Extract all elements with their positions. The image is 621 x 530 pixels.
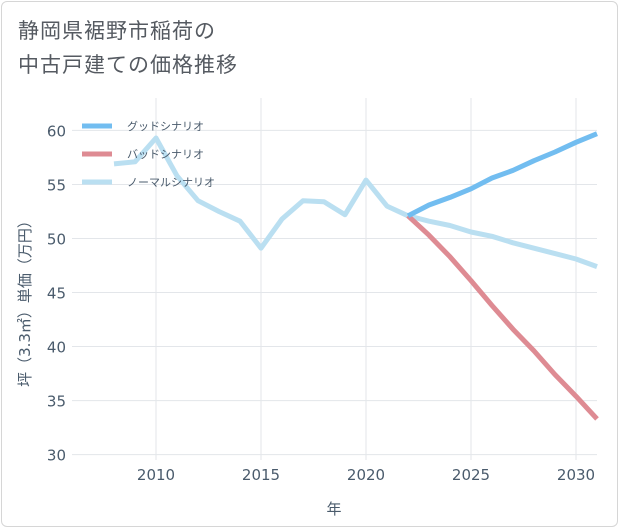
chart-title-line2: 中古戸建ての価格推移: [18, 53, 238, 77]
y-tick-label: 35: [47, 393, 66, 411]
legend-label-1: バッドシナリオ: [127, 148, 204, 161]
x-tick-label: 2010: [137, 466, 175, 484]
y-axis-ticks: 30 35 40 45 50 55 60: [47, 122, 66, 464]
series-line-0: [406, 131, 598, 219]
legend-label-2: ノーマルシナリオ: [127, 176, 215, 189]
series-lines: [113, 131, 599, 421]
y-tick-label: 30: [47, 447, 66, 465]
y-tick-label: 45: [47, 285, 66, 303]
y-tick-label: 50: [47, 230, 66, 248]
series-line-1: [406, 213, 599, 421]
chart-title-line1: 静岡県裾野市稲荷の: [18, 19, 216, 43]
x-tick-label: 2025: [452, 466, 490, 484]
x-axis-ticks: 2010 2015 2020 2025 2030: [137, 466, 595, 484]
series-line-2: [113, 135, 598, 269]
x-tick-label: 2015: [242, 466, 280, 484]
grid-lines: [72, 98, 597, 460]
chart-title: 静岡県裾野市稲荷の 中古戸建ての価格推移: [18, 14, 418, 82]
legend-label-0: グッドシナリオ: [127, 119, 204, 133]
y-tick-label: 60: [47, 122, 66, 140]
plot-background: [72, 98, 597, 460]
y-tick-label: 55: [47, 176, 66, 194]
x-axis-title: 年: [326, 500, 341, 518]
y-tick-label: 40: [47, 339, 66, 357]
y-axis-title: 坪（3.3㎡）単価（万円）: [16, 213, 34, 387]
x-tick-label: 2030: [557, 466, 595, 484]
x-tick-label: 2020: [347, 466, 385, 484]
